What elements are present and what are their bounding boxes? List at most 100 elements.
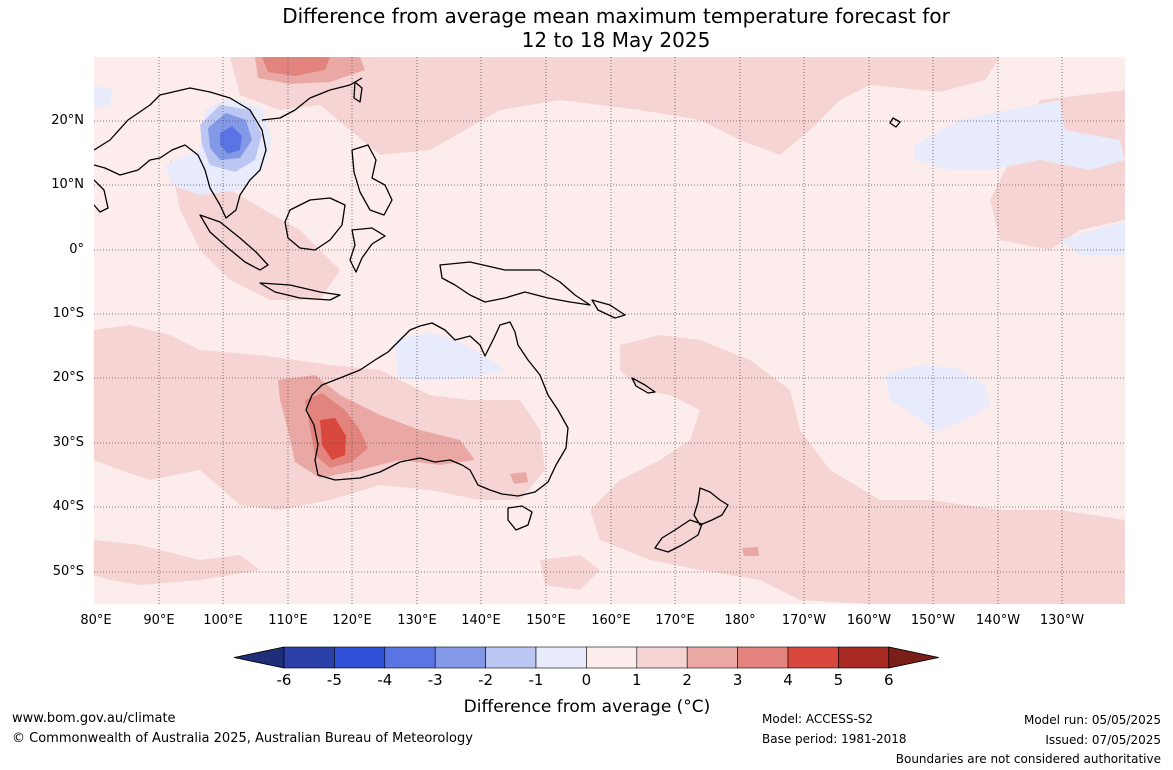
colorbar-title: Difference from average (°C) — [463, 697, 711, 717]
lon-label-160w: 160°W — [846, 613, 892, 628]
colorbar-high-extend — [888, 646, 939, 669]
anomaly-region-cool-south-pacific — [885, 365, 990, 432]
colorbar-tick-label: -5 — [326, 671, 342, 689]
anomaly-region-cool-indochina-core — [220, 126, 242, 154]
colorbar-swatch — [535, 646, 587, 669]
lat-label-40s: 40°S — [52, 499, 84, 514]
colorbar-tick-label: -4 — [377, 671, 393, 689]
colorbar-swatch — [434, 646, 486, 669]
colorbar-swatch — [586, 646, 638, 669]
colorbar-tick-label: 1 — [632, 671, 642, 689]
vietnam-coastline — [261, 77, 363, 121]
anomaly-region-south-tasman — [540, 555, 600, 590]
title-line-1: Difference from average mean maximum tem… — [282, 4, 950, 28]
borneo-coastline — [284, 197, 346, 251]
sulawesi-coastline — [349, 227, 386, 273]
australia-coastline — [305, 321, 569, 497]
footer-model-run: Model run: 05/05/2025 — [1023, 713, 1161, 727]
lon-label-80e: 80°E — [80, 613, 112, 628]
title-line-2: 12 to 18 May 2025 — [521, 28, 711, 52]
lon-label-140w: 140°W — [975, 613, 1021, 628]
lat-label-10s: 10°S — [52, 306, 84, 321]
mainland-asia-coastline — [94, 87, 267, 219]
lat-label-20s: 20°S — [52, 370, 84, 385]
new-caledonia-coastline — [631, 377, 656, 394]
colorbar-swatch — [334, 646, 386, 669]
anomaly-region-small-2-3 — [510, 472, 528, 484]
lon-label-170e: 170°E — [655, 613, 695, 628]
colorbar-swatch — [686, 646, 738, 669]
lat-label-50s: 50°S — [52, 564, 84, 579]
colorbar-tick-label: -6 — [276, 671, 292, 689]
colorbar-swatch — [838, 646, 890, 669]
anomaly-region-cool-equatorial — [1060, 222, 1125, 255]
footer-copyright: © Commonwealth of Australia 2025, Austra… — [12, 731, 473, 746]
tasmania-coastline — [507, 505, 533, 531]
lon-label-140e: 140°E — [461, 613, 501, 628]
anomaly-region-china-3-4 — [262, 57, 330, 76]
anomaly-region-cool-west — [94, 85, 112, 108]
lon-label-110e: 110°E — [268, 613, 308, 628]
anomaly-region-cool-pacific — [915, 100, 1125, 170]
anomaly-region-north-pacific — [230, 57, 1000, 155]
lon-label-120e: 120°E — [332, 613, 372, 628]
map-title: Difference from average mean maximum tem… — [0, 4, 1173, 52]
lat-label-20n: 20°N — [51, 113, 84, 128]
india-coastline — [94, 179, 109, 213]
footer-model: Model: ACCESS-S2 — [762, 712, 874, 726]
anomaly-region-wa-4-5 — [320, 418, 346, 460]
java-coastline — [259, 282, 341, 301]
colorbar-tick-label: 0 — [581, 671, 592, 689]
lon-label-150e: 150°E — [526, 613, 566, 628]
lon-label-150w: 150°W — [910, 613, 956, 628]
new-zealand-north-coastline — [693, 487, 729, 526]
footer-website: www.bom.gov.au/climate — [12, 711, 176, 726]
lat-label-0: 0° — [69, 242, 84, 257]
colorbar-swatch — [485, 646, 537, 669]
anomaly-region-cool-australia — [395, 332, 505, 380]
anomaly-region-east-pacific — [990, 90, 1125, 250]
colorbar-tick-label: 2 — [682, 671, 692, 689]
philippines-coastline — [351, 144, 393, 216]
lat-label-30s: 30°S — [52, 435, 84, 450]
anomaly-region-maritime — [170, 160, 340, 300]
colorbar-swatch — [636, 646, 688, 669]
sumatra-coastline — [199, 214, 269, 271]
lon-label-100e: 100°E — [203, 613, 243, 628]
new-zealand-south-coastline — [654, 519, 703, 553]
lon-label-180: 180° — [724, 613, 756, 628]
lon-label-170w: 170°W — [781, 613, 827, 628]
lon-label-130w: 130°W — [1039, 613, 1085, 628]
solomon-coastline — [591, 299, 626, 319]
colorbar-tick-label: 3 — [732, 671, 743, 689]
anomaly-region-small-2-3b — [742, 547, 759, 556]
lon-label-160e: 160°E — [591, 613, 631, 628]
colorbar-tick-label: -1 — [528, 671, 544, 689]
footer-issued: Issued: 07/05/2025 — [1045, 733, 1161, 747]
lat-label-10n: 10°N — [51, 177, 84, 192]
lon-label-130e: 130°E — [397, 613, 437, 628]
colorbar-tick-label: -2 — [478, 671, 494, 689]
colorbar-tick-label: -3 — [427, 671, 443, 689]
new-guinea-coastline — [439, 261, 591, 306]
footer-base-period: Base period: 1981-2018 — [762, 732, 907, 746]
colorbar-swatch — [384, 646, 436, 669]
anomaly-field — [94, 57, 1125, 604]
anomaly-region-south-indian — [94, 540, 260, 585]
coastlines — [94, 77, 901, 553]
colorbar-tick-label: 4 — [783, 671, 793, 689]
taiwan-coastline — [353, 81, 363, 103]
colorbar-low-extend — [233, 646, 285, 669]
colorbar-tick-label: 6 — [884, 671, 894, 689]
colorbar — [233, 646, 939, 669]
lon-label-90e: 90°E — [143, 613, 175, 628]
colorbar-swatch — [737, 646, 789, 669]
anomaly-region-tasman — [590, 335, 1125, 604]
footer-disclaimer: Boundaries are not considered authoritat… — [895, 752, 1161, 766]
colorbar-swatch — [283, 646, 335, 669]
colorbar-tick-label: 5 — [833, 671, 844, 689]
hawaii-coastline — [889, 117, 901, 128]
colorbar-swatch — [787, 646, 839, 669]
graticule — [94, 57, 1125, 604]
